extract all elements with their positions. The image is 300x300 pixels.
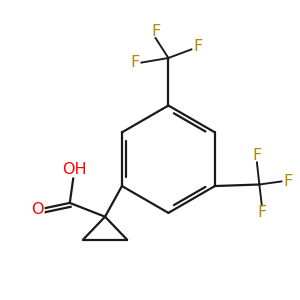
Text: F: F <box>194 39 203 54</box>
Text: F: F <box>252 148 262 163</box>
Text: F: F <box>151 24 160 39</box>
Text: O: O <box>31 202 44 217</box>
Text: F: F <box>130 55 139 70</box>
Text: OH: OH <box>62 162 86 177</box>
Text: F: F <box>257 205 266 220</box>
Text: F: F <box>284 174 293 189</box>
